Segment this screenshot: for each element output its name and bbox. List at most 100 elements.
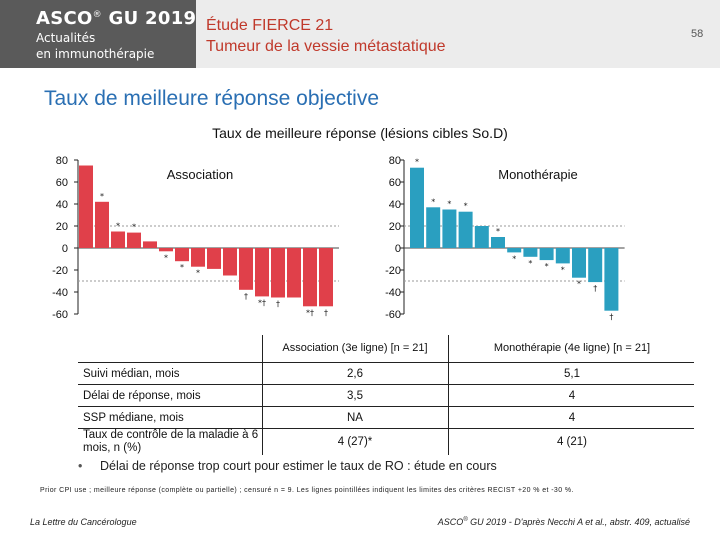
bar-marker: * (528, 259, 532, 268)
table-row: Taux de contrôle de la maladie à 6 mois,… (78, 429, 694, 455)
y-tick-label: -40 (385, 287, 401, 299)
row-label: Délai de réponse, mois (83, 389, 201, 402)
bar (588, 248, 603, 283)
bar (159, 248, 173, 252)
bar (79, 165, 93, 248)
cell-association: 4 (27)* (337, 436, 373, 448)
cell-monotherapy: 4 (568, 411, 576, 424)
bar-marker: * (196, 269, 200, 278)
y-tick-label: 40 (389, 199, 401, 211)
bar (555, 248, 570, 264)
cell-association: 3,5 (347, 389, 363, 402)
bar (474, 226, 489, 248)
bar (111, 231, 125, 248)
bar-marker: * (415, 158, 419, 167)
results-table: Association (3e ligne) [n = 21] Monothér… (78, 335, 694, 455)
bar (223, 248, 237, 276)
row-label: Taux de contrôle de la maladie à 6 mois,… (83, 429, 259, 454)
slide-title: Taux de meilleure réponse objective (44, 87, 380, 110)
bar (191, 248, 205, 267)
bar (491, 237, 505, 248)
header-bar (196, 0, 720, 68)
bar-marker: * (577, 280, 581, 289)
cell-association: NA (347, 411, 363, 424)
footer-journal: La Lettre du Cancérologue (30, 517, 137, 527)
bullet-text: Délai de réponse trop court pour estimer… (100, 459, 497, 473)
bar-marker: † (593, 284, 597, 293)
bar-marker: * (447, 200, 451, 209)
header-title-study: Étude FIERCE 21 (206, 17, 334, 34)
y-tick-label: -60 (52, 309, 68, 321)
y-tick-label: -20 (52, 265, 68, 277)
bar-marker: * (545, 262, 549, 271)
column-separator (448, 335, 449, 455)
bar-marker: * (164, 253, 168, 262)
bar (458, 211, 473, 248)
table-row: Suivi médian, mois 2,6 5,1 (78, 363, 694, 384)
bar-marker: * (464, 202, 468, 211)
bar (287, 248, 301, 298)
table-divider (78, 428, 694, 429)
y-tick-label: 20 (56, 221, 68, 233)
brand-subtitle-1: Actualités (36, 31, 96, 45)
bar-marker: * (180, 263, 184, 272)
bar (539, 248, 554, 261)
bar (319, 248, 333, 307)
bar-marker: † (324, 308, 328, 317)
bar (239, 248, 253, 290)
bar-marker: * (431, 197, 435, 206)
table-header: Association (3e ligne) [n = 21] Monothér… (78, 335, 694, 362)
bar (175, 248, 189, 262)
bar-marker: † (276, 300, 280, 309)
bar-marker: * (116, 222, 120, 231)
row-label: SSP médiane, mois (83, 411, 184, 424)
bar (523, 248, 538, 257)
cell-monotherapy: 4 (568, 389, 576, 402)
bar (95, 201, 109, 248)
bar-marker: *† (258, 298, 266, 307)
brand-logo: ASCO® GU 2019 (36, 8, 197, 29)
table-divider (78, 384, 694, 385)
y-tick-label: 60 (389, 177, 401, 189)
bar (442, 209, 457, 248)
y-tick-label: 20 (389, 221, 401, 233)
cell-monotherapy: 5,1 (564, 367, 580, 380)
bar (426, 207, 441, 248)
y-tick-label: -20 (385, 265, 401, 277)
bar-marker: * (496, 227, 500, 236)
chart-title: Taux de meilleure réponse (lésions cible… (212, 125, 508, 141)
bar-marker: † (244, 292, 248, 301)
column-header-monotherapy: Monothérapie (4e ligne) [n = 21] (493, 342, 651, 354)
bar (410, 167, 424, 248)
table-row: SSP médiane, mois NA 4 (78, 407, 694, 428)
table-divider (78, 362, 694, 363)
y-tick-label: 80 (56, 155, 68, 167)
bar (207, 248, 221, 269)
y-tick-label: 40 (56, 199, 68, 211)
header-title-tumor: Tumeur de la vessie métastatique (206, 38, 446, 55)
bar (255, 248, 269, 297)
y-tick-label: 0 (395, 243, 401, 255)
bar (271, 248, 285, 298)
chart-series-title: Monothérapie (498, 167, 578, 182)
row-label: Suivi médian, mois (83, 367, 180, 380)
y-tick-label: -40 (52, 287, 68, 299)
table-divider (78, 406, 694, 407)
bullet-note: • Délai de réponse trop court pour estime… (78, 459, 497, 473)
y-tick-label: 60 (56, 177, 68, 189)
column-separator (262, 335, 263, 455)
page-number: 58 (691, 28, 704, 40)
bullet-icon: • (78, 459, 83, 473)
bar-marker: * (561, 265, 565, 274)
column-header-association: Association (3e ligne) [n = 21] (282, 342, 428, 354)
y-tick-label: 80 (389, 155, 401, 167)
cell-association: 2,6 (347, 367, 363, 380)
y-tick-label: 0 (62, 243, 68, 255)
bar (127, 232, 141, 248)
bar (507, 248, 522, 253)
chart-series-title: Association (167, 167, 233, 182)
bar (303, 248, 317, 307)
footnote: Prior CPI use ; meilleure réponse (compl… (40, 487, 574, 494)
bar (572, 248, 586, 278)
